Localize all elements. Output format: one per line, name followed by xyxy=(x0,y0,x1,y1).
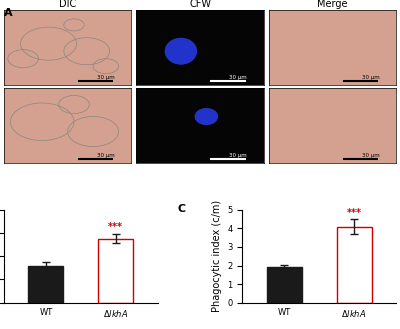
Text: ***: *** xyxy=(346,208,362,217)
Y-axis label: Phagocytic index (c/m): Phagocytic index (c/m) xyxy=(212,200,222,312)
Title: Merge: Merge xyxy=(317,0,348,9)
Text: 30 μm: 30 μm xyxy=(362,153,380,158)
Text: 30 μm: 30 μm xyxy=(229,75,247,80)
Text: 30 μm: 30 μm xyxy=(229,153,247,158)
Title: DIC: DIC xyxy=(59,0,76,9)
Bar xyxy=(28,266,63,303)
Bar xyxy=(337,227,372,303)
Text: A: A xyxy=(4,8,13,18)
Text: C: C xyxy=(178,204,186,214)
Text: 30 μm: 30 μm xyxy=(97,153,115,158)
Text: 30 μm: 30 μm xyxy=(97,75,115,80)
Bar xyxy=(267,267,302,303)
Title: CFW: CFW xyxy=(189,0,211,9)
Ellipse shape xyxy=(165,38,197,64)
Text: ***: *** xyxy=(108,222,123,232)
Bar xyxy=(98,239,133,303)
Ellipse shape xyxy=(195,108,218,125)
Text: 30 μm: 30 μm xyxy=(362,75,380,80)
